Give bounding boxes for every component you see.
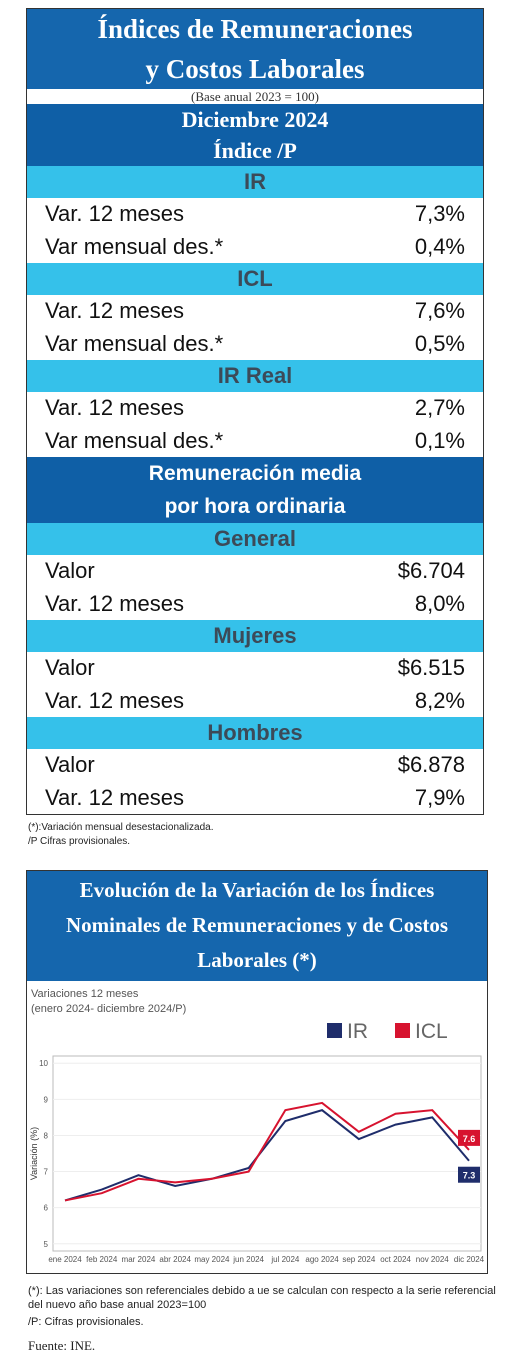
note: /P Cifras provisionales. [28, 836, 131, 847]
row-value: $6.515 [397, 655, 465, 680]
row-label: Var mensual des.* [45, 427, 224, 453]
row-value: $6.704 [397, 558, 465, 583]
chart-title-line: Laborales (*) [197, 948, 317, 972]
subtitle: (Base anual 2023 = 100) [191, 89, 319, 104]
legend-swatch [395, 1023, 410, 1038]
y-axis-label: Variación (%) [29, 1127, 39, 1180]
period-label: Índice /P [213, 138, 297, 163]
chart-title-line: Evolución de la Variación de los Índices [79, 878, 435, 902]
section-band: IR Real [27, 360, 483, 392]
row-value: 8,0% [414, 590, 465, 616]
period-header: Diciembre 2024 Índice /P [27, 104, 483, 166]
chart-note: (*): Las variaciones son referenciales d… [28, 1285, 496, 1311]
end-label: 7.3 [463, 1171, 476, 1181]
legend-label: ICL [415, 1020, 448, 1043]
y-tick-label: 9 [44, 1095, 49, 1104]
row-value: 7,6% [414, 298, 465, 323]
row-value: 0,1% [414, 427, 465, 453]
rem-title-line: por hora ordinaria [164, 495, 346, 518]
note: (*):Variación mensual desestacionalizada… [28, 822, 214, 833]
chart-box: Evolución de la Variación de los Índices… [26, 870, 488, 1274]
source: Fuente: INE. [28, 1338, 96, 1353]
row-label: Var. 12 meses [45, 395, 184, 420]
row-value: 7,3% [414, 201, 465, 226]
row-value: $6.878 [397, 752, 465, 777]
section-band: ICL [27, 263, 483, 295]
period-month: Diciembre 2024 [181, 107, 329, 132]
remuneration-header: Remuneración media por hora ordinaria [27, 457, 483, 523]
rem-title-line: Remuneración media [148, 462, 362, 485]
x-tick-label: feb 2024 [86, 1255, 118, 1264]
section-band: Mujeres [27, 620, 483, 652]
end-label: 7.6 [463, 1134, 476, 1144]
table-row: Var mensual des.* 0,1% [27, 425, 483, 458]
row-value: 7,9% [414, 784, 465, 810]
end-label-box [458, 1129, 480, 1146]
row-label: Valor [45, 655, 95, 680]
row-label: Var. 12 meses [45, 687, 184, 713]
x-tick-label: sep 2024 [342, 1255, 375, 1264]
y-tick-label: 6 [44, 1204, 49, 1213]
x-tick-label: jun 2024 [232, 1255, 264, 1264]
end-label-box [458, 1166, 480, 1183]
plot-area [52, 1055, 482, 1252]
chart-subtitle: Variaciones 12 meses [31, 988, 139, 1000]
table-row: Var mensual des.* 0,5% [27, 328, 483, 361]
row-label: Var mensual des.* [45, 233, 224, 259]
row-label: Var. 12 meses [45, 298, 184, 323]
row-label: Var. 12 meses [45, 784, 184, 810]
table-row: Valor $6.515 [27, 652, 483, 685]
series-line [64, 1109, 470, 1202]
row-label: Var. 12 meses [45, 201, 184, 226]
x-tick-label: nov 2024 [416, 1255, 449, 1264]
x-tick-label: ago 2024 [305, 1255, 339, 1264]
row-value: 8,2% [414, 687, 465, 713]
chart: Variaciones 12 meses (enero 2024- diciemb… [29, 988, 485, 1264]
sections: IR Var. 12 meses 7,3% Var mensual des.* 0,4%… [27, 166, 483, 457]
x-tick-label: may 2024 [194, 1255, 230, 1264]
chart-note: /P: Cifras provisionales. [28, 1316, 144, 1328]
legend-label: IR [347, 1020, 368, 1043]
section-band: IR [27, 166, 483, 198]
series-line [64, 1101, 470, 1202]
table-row: Var mensual des.* 0,4% [27, 231, 483, 264]
table-row: Var. 12 meses 7,3% [27, 198, 483, 231]
y-tick-label: 8 [44, 1131, 49, 1140]
table-row: Var. 12 meses 8,0% [27, 588, 483, 621]
chart-title: Evolución de la Variación de los Índices… [27, 871, 487, 981]
x-tick-label: oct 2024 [380, 1255, 411, 1264]
y-tick-label: 7 [44, 1168, 49, 1177]
title-line: y Costos Laborales [145, 54, 365, 84]
table-row: Valor $6.878 [27, 749, 483, 782]
x-tick-label: dic 2024 [454, 1255, 485, 1264]
x-tick-label: mar 2024 [122, 1255, 156, 1264]
chart-subtitle: (enero 2024- diciembre 2024/P) [31, 1003, 186, 1015]
row-value: 2,7% [414, 395, 465, 420]
row-label: Valor [45, 752, 95, 777]
x-tick-label: ene 2024 [48, 1255, 82, 1264]
section-band: Hombres [27, 717, 483, 749]
row-label: Valor [45, 558, 95, 583]
table-row: Valor $6.704 [27, 555, 483, 588]
row-value: 0,5% [414, 330, 465, 356]
legend-swatch [327, 1023, 342, 1038]
row-value: 0,4% [414, 233, 465, 259]
title-line: Índices de Remuneraciones [97, 14, 413, 44]
section-band: General [27, 523, 483, 555]
index-table: Índices de Remuneraciones y Costos Labor… [26, 8, 484, 815]
table-row: Var. 12 meses 2,7% [27, 392, 483, 425]
table-row: Var. 12 meses 7,9% [27, 782, 483, 815]
table-row: Var. 12 meses 8,2% [27, 685, 483, 718]
x-tick-label: abr 2024 [159, 1255, 191, 1264]
y-tick-label: 10 [39, 1059, 48, 1068]
row-label: Var mensual des.* [45, 330, 224, 356]
x-tick-label: jul 2024 [270, 1255, 300, 1264]
table-title: Índices de Remuneraciones y Costos Labor… [27, 9, 483, 89]
row-label: Var. 12 meses [45, 590, 184, 616]
y-tick-label: 5 [44, 1240, 49, 1249]
table-row: Var. 12 meses 7,6% [27, 295, 483, 328]
groups: General Valor $6.704 Var. 12 meses 8,0% Mujer… [27, 523, 483, 814]
chart-title-line: Nominales de Remuneraciones y de Costos [65, 913, 449, 937]
